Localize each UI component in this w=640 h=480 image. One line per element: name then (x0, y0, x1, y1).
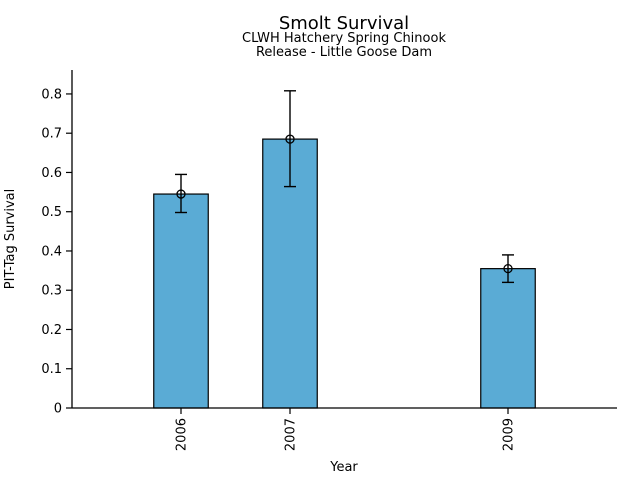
x-axis-ticks-group: 2006 2007 2009 (175, 408, 517, 451)
bar-2009 (480, 268, 536, 409)
y-tick-label: 0.2 (41, 323, 62, 338)
y-tick-label: 0.7 (41, 127, 62, 142)
bars-group (153, 138, 536, 409)
y-axis-label: PIT-Tag Survival (3, 189, 18, 289)
bar-2007 (262, 138, 318, 409)
y-tick-label: 0.5 (41, 205, 62, 220)
y-tick-label: 0.1 (41, 362, 62, 377)
chart-title: Smolt Survival (279, 13, 409, 34)
y-axis-ticks-group: 0 0.1 0.2 0.3 0.4 0.5 0.6 0.7 0.8 (41, 87, 72, 417)
x-tick-label-2009: 2009 (502, 418, 517, 451)
y-tick-label: 0.3 (41, 284, 62, 299)
x-axis-label: Year (329, 460, 358, 475)
point-marker-open-circle (176, 189, 186, 199)
bar-2006 (153, 193, 209, 409)
y-tick-label: 0 (54, 402, 62, 417)
axes-group (71, 70, 617, 409)
x-tick-label-2006: 2006 (175, 418, 190, 451)
point-marker-open-circle (285, 134, 295, 144)
point-marker-open-circle (503, 263, 513, 274)
y-tick-label: 0.4 (41, 244, 62, 259)
x-tick-label-2007: 2007 (284, 418, 299, 451)
error-bars-group (175, 90, 514, 284)
y-tick-label: 0.8 (41, 87, 62, 102)
chart-subtitle-line2: Release - Little Goose Dam (256, 45, 432, 60)
y-tick-label: 0.6 (41, 166, 62, 181)
chart-subtitle-line1: CLWH Hatchery Spring Chinook (242, 31, 446, 46)
